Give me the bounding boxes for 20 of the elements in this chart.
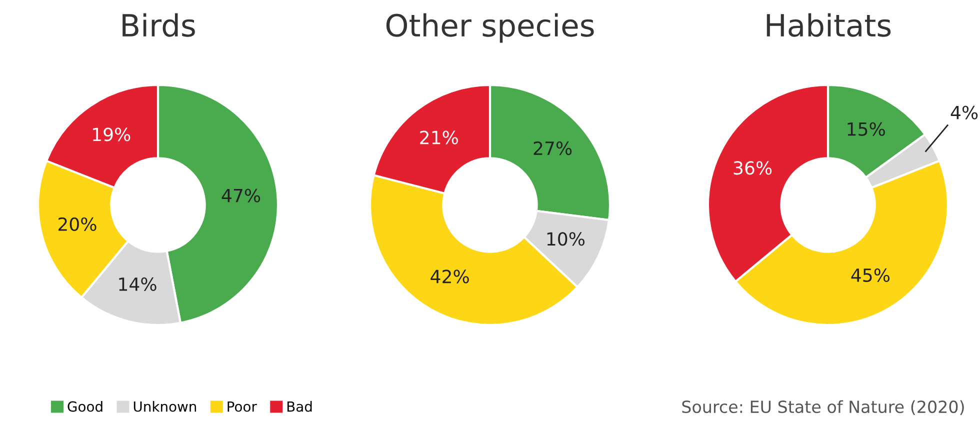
- source-note: Source: EU State of Nature (2020): [682, 400, 964, 416]
- chart-title: Other species: [386, 13, 594, 43]
- data-label: 20%: [58, 217, 96, 231]
- chart-title: Birds: [122, 13, 195, 37]
- data-label: 15%: [848, 122, 885, 136]
- data-label: 42%: [430, 270, 469, 284]
- data-label: 45%: [851, 268, 890, 282]
- data-label: 36%: [734, 161, 772, 175]
- data-label: 21%: [420, 130, 458, 144]
- data-label: 4%: [950, 106, 978, 120]
- data-label: 14%: [119, 277, 156, 292]
- data-label: 10%: [547, 232, 585, 246]
- data-label: 19%: [93, 128, 130, 142]
- data-label: 47%: [222, 188, 260, 202]
- legend-label: Poor: [228, 401, 257, 412]
- chart-title: Habitats: [766, 13, 891, 37]
- legend-label: Good: [68, 401, 102, 412]
- legend-label: Unknown: [134, 401, 196, 412]
- legend-label: Bad: [287, 401, 312, 412]
- data-label: 27%: [534, 141, 572, 156]
